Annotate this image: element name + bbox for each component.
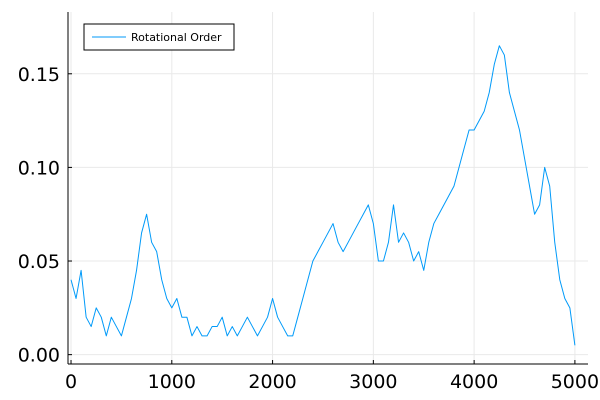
y-tick-label: 0.05 [18,251,60,273]
series-layer [70,45,576,346]
y-tick-label: 0.15 [18,64,60,86]
x-tick-label: 4000 [450,371,498,393]
series-line-rotational-order [70,45,576,346]
x-tick-label: 5000 [551,371,599,393]
x-tick-label: 1000 [148,371,196,393]
x-tick-label: 0 [65,371,77,393]
x-tick-label: 2000 [248,371,296,393]
y-tick-label: 0.00 [18,345,60,367]
grid [68,12,588,364]
y-ticks: 0.00 0.05 0.10 0.15 [18,64,72,367]
legend: Rotational Order [83,23,235,51]
legend-label-rotational-order: Rotational Order [131,31,222,44]
x-tick-label: 3000 [349,371,397,393]
axes [67,12,588,365]
y-tick-label: 0.10 [18,157,60,179]
x-ticks: 0 1000 2000 3000 4000 5000 [65,360,599,393]
